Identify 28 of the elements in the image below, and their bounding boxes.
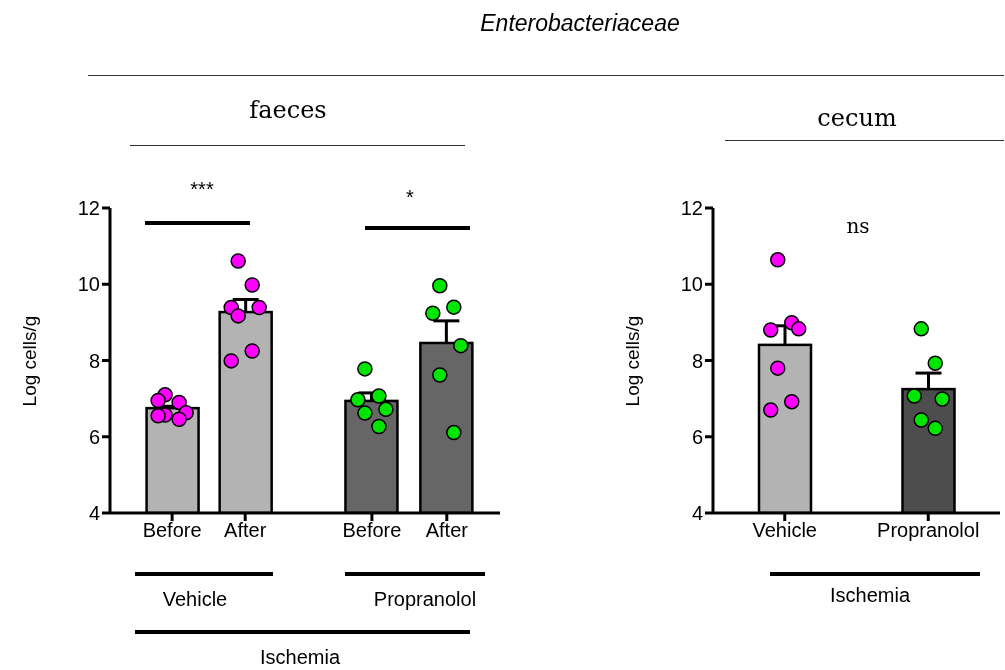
annotation: * [405, 186, 415, 209]
y-tick-label: 10 [680, 273, 703, 296]
y-tick-label: 12 [77, 197, 100, 220]
text: Ischemia [829, 584, 911, 607]
y-tick-label: 8 [88, 349, 100, 372]
text: *** [189, 178, 215, 201]
y-tick-label: 6 [88, 425, 100, 448]
x-tick-label: After [425, 519, 469, 542]
y-tick-label: 4 [88, 502, 100, 525]
y-tick-label: 6 [691, 425, 703, 448]
text: Enterobacteriaceae [479, 10, 681, 37]
x-tick-label: Vehicle [752, 519, 817, 542]
y-tick-label: 4 [691, 502, 703, 525]
chart-subtitle: cecum [816, 104, 898, 132]
y-axis-title: Log cells/g [19, 314, 41, 409]
y-tick-label: 12 [680, 197, 703, 220]
chart-subtitle: faeces [248, 96, 328, 124]
y-tick-label: 10 [77, 273, 100, 296]
annotation: ns [845, 214, 871, 238]
text: Ischemia [259, 646, 341, 669]
text: Propranolol [372, 588, 478, 611]
x-tick-label: After [224, 519, 267, 542]
text: Vehicle [161, 588, 229, 611]
y-axis-title: Log cells/g [622, 314, 644, 409]
x-tick-label: Propranolol [877, 519, 980, 542]
y-tick-label: 8 [691, 349, 703, 372]
x-tick-label: Before [342, 519, 402, 542]
x-tick-label: Before [142, 519, 202, 542]
